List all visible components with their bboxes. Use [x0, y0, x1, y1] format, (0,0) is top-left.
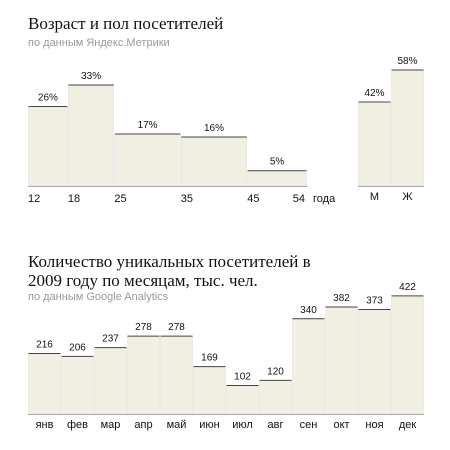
bar: [247, 170, 307, 187]
value-label: 42%: [364, 88, 384, 99]
bar: [259, 380, 292, 415]
bar: [226, 385, 259, 415]
bar: [391, 295, 424, 415]
bar: [68, 84, 115, 187]
x-tick-label: Ж: [402, 191, 412, 203]
bar: [94, 347, 127, 415]
value-label: 206: [69, 342, 86, 353]
x-tick-label: окт: [333, 419, 349, 431]
x-axis-label: года: [313, 193, 336, 205]
bar: [181, 136, 247, 187]
x-tick-label: 12: [28, 193, 40, 205]
bar: [358, 101, 391, 187]
value-label: 169: [201, 353, 218, 364]
value-label: 33%: [81, 71, 101, 82]
bar: [292, 318, 325, 415]
value-label: 382: [333, 293, 350, 304]
x-tick-label: июн: [199, 419, 219, 431]
bar: [160, 335, 193, 415]
value-label: 26%: [38, 92, 58, 103]
x-tick-label: ноя: [365, 419, 383, 431]
value-label: 237: [102, 334, 119, 345]
x-tick-label: фев: [67, 419, 88, 431]
x-tick-label: авг: [268, 419, 284, 431]
value-label: 102: [234, 371, 251, 382]
x-tick-label: 45: [247, 193, 259, 205]
value-label: 5%: [270, 157, 285, 168]
x-tick-label: мар: [101, 419, 121, 431]
bar: [358, 309, 391, 415]
x-tick-label: М: [370, 191, 379, 203]
bar: [61, 356, 94, 415]
value-label: 340: [300, 305, 317, 316]
bar: [28, 353, 61, 415]
x-tick-label: 18: [68, 193, 80, 205]
value-label: 278: [135, 322, 152, 333]
value-label: 278: [168, 322, 185, 333]
value-label: 373: [366, 296, 383, 307]
value-label: 17%: [138, 120, 158, 131]
x-tick-label: янв: [36, 419, 54, 431]
bar: [127, 335, 160, 415]
x-tick-label: дек: [399, 419, 417, 431]
chart-subtitle: по данным Google Analytics: [28, 291, 169, 303]
x-tick-label: 25: [114, 193, 126, 205]
bar: [193, 366, 226, 415]
x-tick-label: апр: [134, 419, 152, 431]
bar: [325, 306, 358, 415]
value-label: 58%: [397, 56, 417, 67]
x-tick-label: сен: [300, 419, 318, 431]
value-label: 216: [36, 340, 53, 351]
value-label: 422: [399, 282, 416, 293]
value-label: 120: [267, 366, 284, 377]
x-tick-label: июл: [232, 419, 253, 431]
chart-title: Возраст и пол посетителей: [28, 14, 224, 33]
bar: [114, 133, 181, 187]
x-tick-label: 35: [181, 193, 193, 205]
x-tick-label: 54: [293, 193, 305, 205]
bar: [28, 106, 68, 187]
value-label: 16%: [204, 123, 224, 134]
chart-title: Количество уникальных посетителей в 2009…: [28, 252, 311, 290]
x-tick-label: май: [167, 419, 187, 431]
bar: [391, 69, 424, 187]
chart-subtitle: по данным Яндекс.Метрики: [28, 37, 170, 49]
